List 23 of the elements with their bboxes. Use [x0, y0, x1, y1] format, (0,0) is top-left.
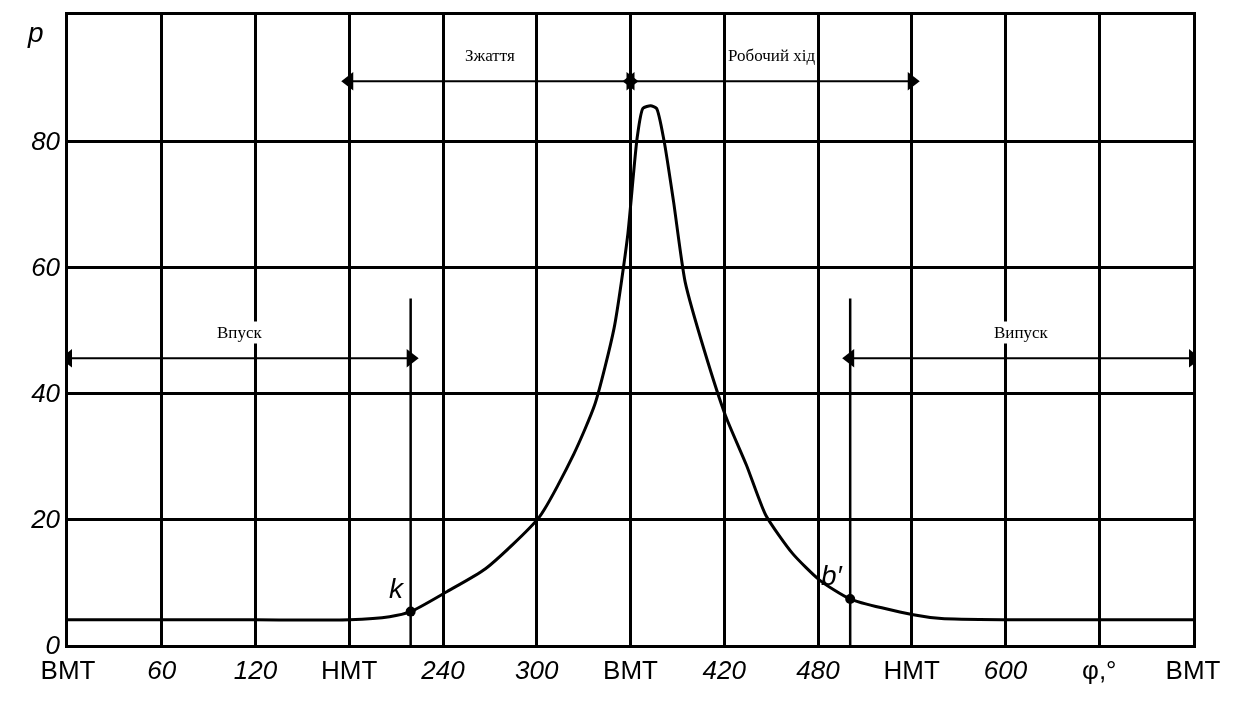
- annotation: k: [389, 573, 405, 604]
- x-tick-label: 300: [515, 654, 559, 685]
- x-tick-label: ВМТ: [603, 654, 659, 685]
- series-label: Зжаття: [465, 46, 515, 65]
- y-tick-label: 60: [31, 252, 61, 283]
- annotation: b′: [821, 560, 844, 591]
- x-tick-label: НМТ: [883, 654, 941, 685]
- x-tick-label: 600: [983, 654, 1028, 685]
- x-tick-label: 420: [702, 654, 747, 685]
- x-tick-label: φ,°: [1082, 654, 1117, 685]
- x-tick-label: 240: [420, 654, 466, 685]
- series-label: Впуск: [217, 323, 263, 342]
- y-tick-label: 20: [30, 504, 61, 535]
- x-tick-label: 120: [233, 654, 278, 685]
- y-axis-title: p: [27, 17, 44, 48]
- x-tick-label: 480: [796, 654, 841, 685]
- x-tick-label: ВМТ: [1165, 654, 1221, 685]
- y-tick-label: 40: [31, 378, 61, 409]
- series-label: Робочий хід: [728, 46, 816, 65]
- y-tick-label: 80: [31, 126, 61, 157]
- x-tick-label: 60: [147, 654, 177, 685]
- series-label: Випуск: [994, 323, 1049, 342]
- x-tick-label: НМТ: [321, 654, 378, 685]
